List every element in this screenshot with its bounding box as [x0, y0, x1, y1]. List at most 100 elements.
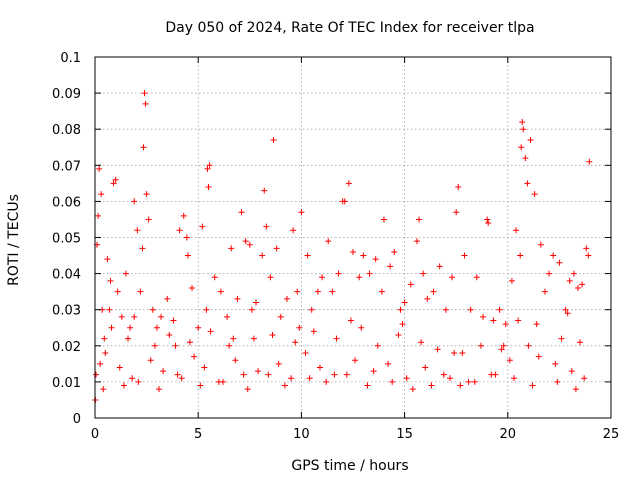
data-point: [572, 386, 579, 393]
data-point: [461, 252, 468, 259]
data-point: [306, 375, 313, 382]
data-point: [298, 209, 305, 216]
data-point: [127, 324, 134, 331]
data-point: [488, 371, 495, 378]
data-point: [131, 313, 138, 320]
data-point: [519, 118, 526, 125]
data-point: [139, 245, 146, 252]
data-point: [451, 350, 458, 357]
data-point: [261, 187, 268, 194]
data-point: [250, 335, 257, 342]
data-point: [579, 281, 586, 288]
data-point: [265, 371, 272, 378]
data-point: [238, 209, 245, 216]
data-point: [153, 324, 160, 331]
data-point: [520, 126, 527, 133]
data-point: [107, 277, 114, 284]
data-point: [125, 335, 132, 342]
data-point: [535, 353, 542, 360]
data-point: [537, 241, 544, 248]
data-point: [566, 277, 573, 284]
data-point: [484, 216, 491, 223]
x-axis-label: GPS time / hours: [291, 458, 408, 474]
data-point: [378, 288, 385, 295]
data-point: [131, 198, 138, 205]
data-point: [310, 328, 317, 335]
data-point: [477, 342, 484, 349]
data-point: [141, 90, 148, 97]
data-point: [197, 382, 204, 389]
data-point: [570, 270, 577, 277]
data-point: [246, 241, 253, 248]
data-point: [586, 158, 593, 165]
data-point: [314, 288, 321, 295]
data-point: [296, 324, 303, 331]
data-point: [304, 252, 311, 259]
data-point: [455, 183, 462, 190]
data-point: [360, 252, 367, 259]
data-point: [242, 238, 249, 245]
data-point: [449, 274, 456, 281]
data-point: [440, 371, 447, 378]
data-point: [583, 245, 590, 252]
data-point: [186, 339, 193, 346]
data-point: [399, 321, 406, 328]
data-point: [546, 270, 553, 277]
data-point: [142, 100, 149, 107]
data-point: [234, 295, 241, 302]
data-point: [556, 259, 563, 266]
data-point: [140, 144, 147, 151]
data-point: [174, 371, 181, 378]
data-point: [485, 220, 492, 227]
y-tick-label: 0.04: [52, 268, 81, 283]
data-point: [116, 364, 123, 371]
data-point: [201, 364, 208, 371]
data-point: [135, 378, 142, 385]
data-point: [178, 375, 185, 382]
data-point: [166, 331, 173, 338]
data-point: [422, 364, 429, 371]
data-point: [506, 357, 513, 364]
y-tick-labels: 0 0.01 0.02 0.03 0.04 0.05 0.06 0.07 0.08 0.09 0.1: [52, 51, 81, 427]
data-point: [574, 285, 581, 292]
data-point: [524, 180, 531, 187]
data-point: [389, 378, 396, 385]
x-tick-label: 20: [500, 427, 517, 442]
data-point: [515, 317, 522, 324]
data-point: [270, 137, 277, 144]
data-point: [226, 342, 233, 349]
data-point: [442, 306, 449, 313]
data-point: [500, 342, 507, 349]
data-point: [525, 342, 532, 349]
data-point: [473, 274, 480, 281]
data-point: [180, 212, 187, 219]
data-point: [335, 270, 342, 277]
y-tick-label: 0.09: [52, 87, 81, 102]
data-point: [480, 313, 487, 320]
data-point: [403, 375, 410, 382]
data-point: [205, 183, 212, 190]
data-point: [550, 252, 557, 259]
data-point: [104, 256, 111, 263]
y-tick-label: 0.08: [52, 123, 81, 138]
data-point: [219, 378, 226, 385]
data-point: [554, 378, 561, 385]
data-point: [568, 368, 575, 375]
y-tick-label: 0.03: [52, 304, 81, 319]
data-point: [366, 270, 373, 277]
data-point: [343, 371, 350, 378]
data-point: [370, 368, 377, 375]
data-point: [541, 288, 548, 295]
data-point: [385, 360, 392, 367]
data-point: [275, 360, 282, 367]
data-point: [292, 339, 299, 346]
data-point: [137, 288, 144, 295]
chart-title: Day 050 of 2024, Rate Of TEC Index for r…: [165, 20, 534, 36]
y-tick-label: 0.05: [52, 232, 81, 247]
data-point: [129, 375, 136, 382]
data-point: [151, 342, 158, 349]
data-point: [471, 378, 478, 385]
data-point: [395, 331, 402, 338]
x-tick-labels: 0 5 10 15 20 25: [91, 427, 619, 442]
data-point: [347, 317, 354, 324]
